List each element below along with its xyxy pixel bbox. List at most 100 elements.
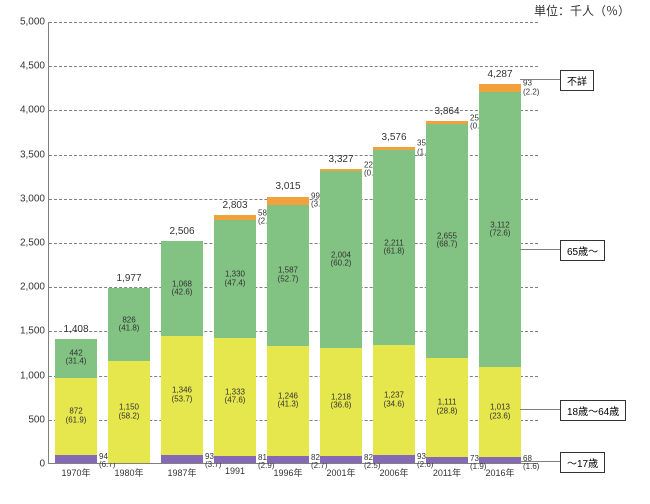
segment-w65plus: 3,112(72.6) [479,92,521,367]
segment-label: 1,218(36.6) [320,394,362,411]
segment-label: 1,246(41.3) [267,392,309,409]
segment-under17: 82(2.5) [320,456,362,463]
segment-under17: 94(6.7) [55,455,97,463]
bar: 68(1.6) 1,013(23.6) 3,112(72.6) 93(2.2) [479,84,521,463]
total-label: 3,864 [434,106,459,117]
segment-label: 1,346(53.7) [161,387,203,404]
segment-under17: 93(2.6) [373,455,415,463]
segment-unknown: 35(1.0) [373,147,415,150]
segment-label: 2,004(60.2) [320,251,362,268]
x-tick: 1987年 [167,466,196,479]
segment-w65plus: 826(41.8) [108,288,150,361]
segment-label: 872(61.9) [55,408,97,425]
y-tick: 1,500 [20,326,49,337]
leader-line [520,249,560,250]
y-tick: 3,000 [20,193,49,204]
segment-under17: 73(1.9) [426,457,468,463]
segment-label: 3,112(72.6) [479,222,521,239]
legend-w65plus: 65歳～ [560,240,605,261]
segment-w18_64: 1,013(23.6) [479,367,521,457]
segment-unknown: 58(2.1) [214,215,256,220]
segment-w18_64: 1,333(47.6) [214,338,256,456]
x-tick: 2016年 [485,466,514,479]
segment-under17: 81(2.9) [214,456,256,463]
segment-label: 1,330(47.4) [214,271,256,288]
segment-w18_64: 1,218(36.6) [320,348,362,456]
bar: 82(2.7) 1,246(41.3) 1,587(52.7) 99(3.3) [267,197,309,463]
segment-label: 68(1.6) [521,455,539,472]
total-label: 4,287 [487,69,512,80]
segment-label: 1,013(23.6) [479,404,521,421]
segment-w18_64: 1,237(34.6) [373,345,415,454]
bar: 73(1.9) 1,111(28.8) 2,655(68.7) 25(0.6) [426,121,468,463]
x-tick: 2001年 [326,466,355,479]
y-tick: 3,500 [20,149,49,160]
bar: 94(6.7) 872(61.9) 442(31.4) [55,339,97,463]
segment-w65plus: 2,655(68.7) [426,124,468,359]
segment-w65plus: 2,211(61.8) [373,150,415,345]
segment-label: 442(31.4) [55,350,97,367]
segment-label: 826(41.8) [108,316,150,333]
segment-label: 2,655(68.7) [426,233,468,250]
y-tick: 5,000 [20,17,49,28]
segment-label: 1,111(28.8) [426,399,468,416]
segment-label: 1,150(58.2) [108,404,150,421]
total-label: 3,015 [275,181,300,192]
total-label: 1,977 [116,273,141,284]
x-tick: 1996年 [273,466,302,479]
segment-unknown: 25(0.6) [426,121,468,123]
segment-label: 1,587(52.7) [267,267,309,284]
segment-under17: 93(3.7) [161,455,203,463]
bar: 81(2.9) 1,333(47.6) 1,330(47.4) 58(2.1) [214,215,256,463]
y-tick: 1,000 [20,370,49,381]
bar: 1,150(58.2) 826(41.8) [108,288,150,463]
y-tick: 0 [39,459,49,470]
segment-label: 1,068(42.6) [161,280,203,297]
stacked-bar-chart: 単位：千人（％） 05001,0001,5002,0002,5003,0003,… [0,0,650,504]
x-tick: 2011年 [433,466,461,479]
segment-unknown: 99(3.3) [267,197,309,206]
x-tick: 1991 [225,466,245,476]
total-label: 1,408 [63,324,88,335]
total-label: 2,803 [222,200,247,211]
y-tick: 2,000 [20,282,49,293]
segment-under17: 68(1.6) [479,457,521,463]
y-tick: 2,500 [20,238,49,249]
legend-unknown: 不詳 [560,70,594,91]
segment-unknown: 22(0.7) [320,169,362,171]
x-tick: 1970年 [61,466,90,479]
y-tick: 4,500 [20,61,49,72]
segment-w65plus: 1,587(52.7) [267,205,309,345]
segment-w65plus: 442(31.4) [55,339,97,378]
segment-w65plus: 2,004(60.2) [320,171,362,348]
segment-w18_64: 1,150(58.2) [108,361,150,463]
bar: 93(3.7) 1,346(53.7) 1,068(42.6) [161,241,203,463]
segment-unknown: 93(2.2) [479,84,521,92]
segment-w65plus: 1,068(42.6) [161,241,203,335]
segment-w18_64: 1,111(28.8) [426,358,468,456]
bar: 93(2.6) 1,237(34.6) 2,211(61.8)35(1.0) [373,147,415,463]
segment-w18_64: 1,246(41.3) [267,346,309,456]
segment-label: 1,237(34.6) [373,392,415,409]
segment-label: 93(2.2) [521,80,539,97]
legend-w18_64: 18歳～64歳 [560,400,626,421]
total-label: 2,506 [169,226,194,237]
total-label: 3,327 [328,154,353,165]
y-tick: 4,000 [20,105,49,116]
segment-w18_64: 1,346(53.7) [161,336,203,455]
segment-under17: 82(2.7) [267,456,309,463]
segment-w65plus: 1,330(47.4) [214,220,256,338]
leader-line [520,409,560,410]
segment-w18_64: 872(61.9) [55,378,97,455]
total-label: 3,576 [381,132,406,143]
leader-line [520,79,560,80]
segment-label: 1,333(47.6) [214,389,256,406]
plot-area: 05001,0001,5002,0002,5003,0003,5004,0004… [48,22,538,464]
y-tick: 500 [28,414,49,425]
bar: 82(2.5) 1,218(36.6) 2,004(60.2) 22(0.7) [320,169,362,463]
legend-under17: ～17歳 [560,452,605,473]
x-tick: 2006年 [379,466,408,479]
x-tick: 1980年 [114,466,143,479]
unit-label: 単位：千人（％） [534,2,630,19]
leader-line [520,461,560,462]
